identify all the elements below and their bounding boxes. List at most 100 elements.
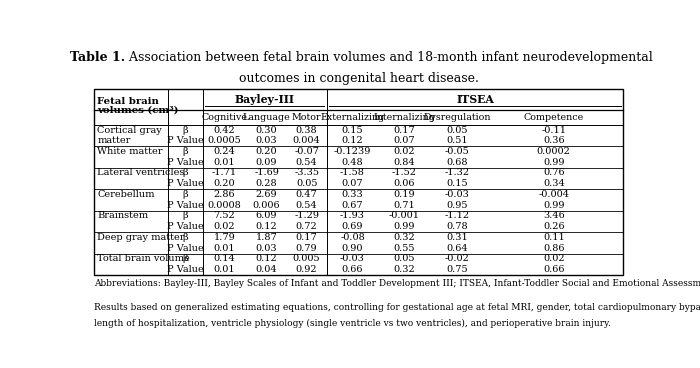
Text: Cognitive: Cognitive [202, 113, 248, 122]
Text: -0.004: -0.004 [538, 190, 569, 199]
Text: Association between fetal brain volumes and 18-month infant neurodevelopmental: Association between fetal brain volumes … [125, 51, 652, 64]
Text: -1.71: -1.71 [212, 169, 237, 177]
Text: 0.004: 0.004 [293, 136, 321, 145]
Text: 0.12: 0.12 [256, 255, 277, 263]
Text: 0.05: 0.05 [393, 255, 415, 263]
Text: 0.99: 0.99 [393, 222, 415, 231]
Text: 1.79: 1.79 [214, 233, 235, 242]
Text: 0.68: 0.68 [447, 158, 468, 167]
Text: 0.66: 0.66 [543, 265, 564, 274]
Text: 0.15: 0.15 [342, 125, 363, 135]
Text: 0.02: 0.02 [543, 255, 565, 263]
Text: 0.05: 0.05 [296, 179, 317, 188]
Bar [94, 89, 624, 275]
Text: 0.11: 0.11 [543, 233, 565, 242]
Text: β: β [182, 190, 188, 199]
Text: 0.42: 0.42 [214, 125, 235, 135]
Text: 0.24: 0.24 [214, 147, 235, 156]
Text: White matter: White matter [97, 147, 163, 156]
Text: 0.34: 0.34 [543, 179, 565, 188]
Text: β: β [182, 169, 188, 177]
Text: 1.87: 1.87 [256, 233, 277, 242]
Text: 0.51: 0.51 [447, 136, 468, 145]
Text: 0.71: 0.71 [393, 201, 415, 210]
Text: 0.02: 0.02 [393, 147, 415, 156]
Text: 0.19: 0.19 [393, 190, 415, 199]
Text: 0.86: 0.86 [543, 244, 564, 253]
Text: 0.006: 0.006 [253, 201, 280, 210]
Text: β: β [182, 233, 188, 242]
Text: outcomes in congenital heart disease.: outcomes in congenital heart disease. [239, 72, 479, 85]
Text: 0.0005: 0.0005 [208, 136, 241, 145]
Text: 0.06: 0.06 [393, 179, 415, 188]
Text: length of hospitalization, ventricle physiology (single ventricle vs two ventric: length of hospitalization, ventricle phy… [94, 319, 611, 328]
Text: 0.47: 0.47 [296, 190, 318, 199]
Text: 0.90: 0.90 [342, 244, 363, 253]
Text: -1.29: -1.29 [294, 212, 319, 220]
Text: P Value: P Value [167, 265, 204, 274]
Text: Brainstem: Brainstem [97, 212, 148, 220]
Text: 0.15: 0.15 [447, 179, 468, 188]
Text: -0.02: -0.02 [444, 255, 470, 263]
Text: 0.26: 0.26 [543, 222, 565, 231]
Text: 0.12: 0.12 [342, 136, 363, 145]
Text: 0.67: 0.67 [342, 201, 363, 210]
Text: 0.33: 0.33 [342, 190, 363, 199]
Text: 0.30: 0.30 [256, 125, 277, 135]
Text: Table 1.: Table 1. [70, 51, 125, 64]
Text: P Value: P Value [167, 201, 204, 210]
Text: Externalizing: Externalizing [321, 113, 384, 122]
Text: 0.32: 0.32 [393, 265, 415, 274]
Text: P Value: P Value [167, 244, 204, 253]
Text: Lateral ventricles: Lateral ventricles [97, 169, 185, 177]
Text: 0.01: 0.01 [214, 265, 235, 274]
Text: -0.07: -0.07 [294, 147, 319, 156]
Text: Dysregulation: Dysregulation [424, 113, 491, 122]
Text: 0.09: 0.09 [256, 158, 277, 167]
Text: -0.001: -0.001 [389, 212, 420, 220]
Text: 0.69: 0.69 [342, 222, 363, 231]
Text: -1.58: -1.58 [340, 169, 365, 177]
Text: Bayley-III: Bayley-III [234, 94, 295, 105]
Text: Motor: Motor [292, 113, 321, 122]
Text: Results based on generalized estimating equations, controlling for gestational a: Results based on generalized estimating … [94, 304, 700, 312]
Text: -0.08: -0.08 [340, 233, 365, 242]
Text: -1.12: -1.12 [444, 212, 470, 220]
Text: 2.69: 2.69 [256, 190, 277, 199]
Text: 0.20: 0.20 [256, 147, 277, 156]
Text: Deep gray matter: Deep gray matter [97, 233, 185, 242]
Text: 0.01: 0.01 [214, 158, 235, 167]
Text: 0.31: 0.31 [447, 233, 468, 242]
Text: Cortical gray: Cortical gray [97, 125, 162, 135]
Text: 2.86: 2.86 [214, 190, 235, 199]
Text: 0.03: 0.03 [256, 136, 277, 145]
Text: β: β [182, 255, 188, 263]
Text: -1.52: -1.52 [392, 169, 416, 177]
Text: 0.05: 0.05 [447, 125, 468, 135]
Text: 0.66: 0.66 [342, 265, 363, 274]
Text: Total brain volume: Total brain volume [97, 255, 190, 263]
Text: Cerebellum: Cerebellum [97, 190, 155, 199]
Text: 0.84: 0.84 [393, 158, 415, 167]
Text: -0.03: -0.03 [340, 255, 365, 263]
Text: 6.09: 6.09 [256, 212, 277, 220]
Text: 0.01: 0.01 [214, 244, 235, 253]
Text: 0.36: 0.36 [543, 136, 565, 145]
Text: 0.99: 0.99 [543, 201, 564, 210]
Text: 0.48: 0.48 [342, 158, 363, 167]
Text: 0.14: 0.14 [214, 255, 235, 263]
Text: 0.07: 0.07 [393, 136, 415, 145]
Text: 0.72: 0.72 [296, 222, 318, 231]
Text: P Value: P Value [167, 222, 204, 231]
Text: 0.17: 0.17 [296, 233, 318, 242]
Text: -3.35: -3.35 [294, 169, 319, 177]
Text: ITSEA: ITSEA [456, 94, 494, 105]
Text: P Value: P Value [167, 136, 204, 145]
Text: Abbreviations: Bayley-III, Bayley Scales of Infant and Toddler Development III; : Abbreviations: Bayley-III, Bayley Scales… [94, 279, 700, 289]
Text: β: β [182, 212, 188, 220]
Text: 0.04: 0.04 [256, 265, 277, 274]
Text: 0.0002: 0.0002 [537, 147, 570, 156]
Text: β: β [182, 147, 188, 156]
Text: Competence: Competence [524, 113, 584, 122]
Text: 3.46: 3.46 [543, 212, 565, 220]
